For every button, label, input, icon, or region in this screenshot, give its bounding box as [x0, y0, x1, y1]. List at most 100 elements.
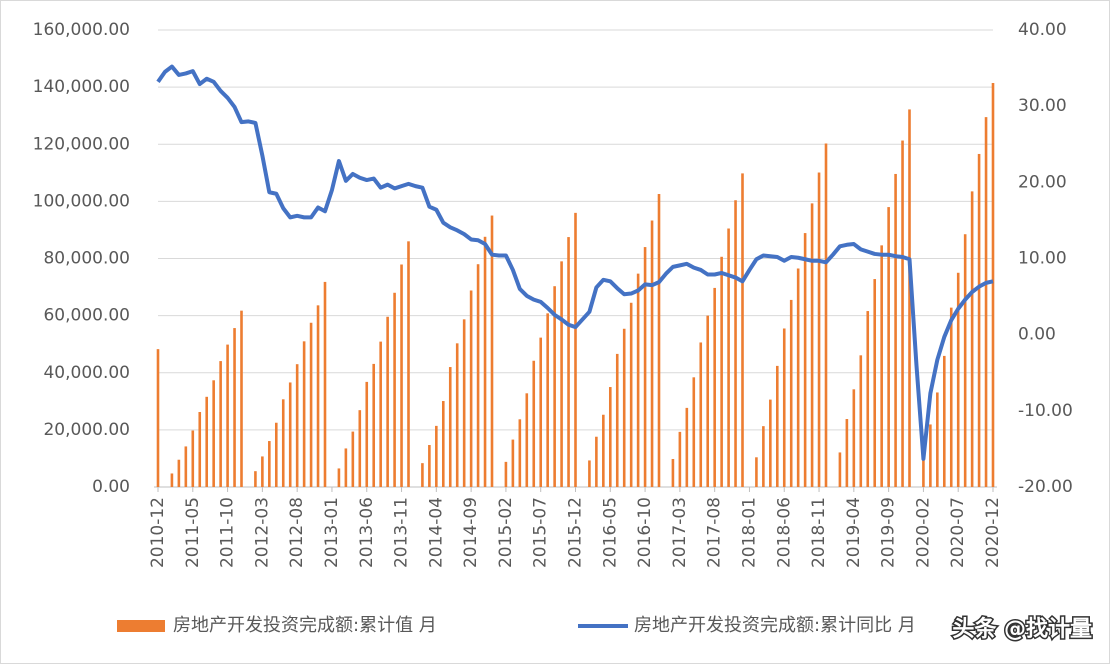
- x-tick-label: 2020-02: [913, 497, 933, 568]
- x-tick-label: 2013-01: [322, 497, 342, 568]
- bar: [435, 425, 438, 487]
- bar: [588, 460, 591, 487]
- y-tick-label: 140,000.00: [33, 77, 130, 97]
- bar: [845, 419, 849, 487]
- bar: [713, 287, 716, 487]
- bar: [441, 401, 445, 487]
- bar: [372, 363, 376, 487]
- x-tick-label: 2011-05: [183, 497, 203, 568]
- bar: [518, 419, 522, 487]
- bar: [894, 173, 897, 487]
- bar: [177, 459, 181, 487]
- bar: [233, 328, 236, 487]
- bar: [351, 431, 355, 487]
- bar: [602, 414, 605, 487]
- bar: [775, 365, 779, 487]
- y-tick-label: 80,000.00: [43, 249, 130, 269]
- bar: [421, 463, 424, 487]
- bar: [490, 215, 494, 488]
- bar: [344, 448, 348, 487]
- bar: [469, 290, 473, 487]
- bar: [817, 172, 821, 488]
- bar: [824, 143, 828, 487]
- y2-tick-label: 20.00: [1018, 172, 1067, 192]
- bar: [560, 261, 563, 487]
- bar: [511, 439, 515, 487]
- bar: [984, 117, 988, 487]
- bar: [261, 456, 264, 487]
- bar: [859, 355, 863, 487]
- bar: [393, 292, 396, 487]
- bar: [956, 272, 960, 487]
- bar: [636, 273, 640, 487]
- bar: [309, 322, 313, 487]
- bar: [852, 389, 856, 487]
- x-tick-label: 2014-04: [426, 497, 446, 568]
- bar: [448, 367, 452, 487]
- bar: [219, 361, 222, 487]
- x-tick-label: 2020-07: [948, 497, 968, 568]
- bar: [706, 315, 710, 487]
- bar: [963, 234, 967, 487]
- x-tick-label: 2018-06: [774, 497, 794, 568]
- bar: [483, 236, 487, 487]
- bar: [887, 207, 890, 487]
- y2-tick-label: 0.00: [1018, 325, 1056, 345]
- bar: [539, 337, 543, 487]
- x-tick-label: 2012-08: [287, 497, 307, 568]
- x-tick-label: 2020-12: [983, 497, 1003, 568]
- x-tick-label: 2018-01: [739, 497, 759, 568]
- bar: [803, 233, 807, 487]
- bar: [407, 241, 410, 487]
- bar: [323, 281, 327, 487]
- bar: [685, 407, 689, 487]
- bar: [546, 313, 549, 487]
- bar: [942, 355, 946, 487]
- bar: [386, 316, 389, 487]
- bar: [782, 328, 786, 487]
- bar: [901, 140, 904, 488]
- bar: [254, 471, 257, 487]
- x-tick-label: 2015-07: [531, 497, 551, 568]
- legend-swatch: [117, 620, 165, 632]
- bar: [657, 194, 661, 487]
- bar: [240, 310, 243, 487]
- bar: [525, 393, 529, 487]
- bar: [170, 473, 174, 487]
- bar: [873, 279, 877, 487]
- bar: [379, 341, 382, 487]
- bar: [838, 452, 842, 487]
- bar: [762, 426, 765, 487]
- bar: [462, 319, 466, 487]
- bar: [212, 380, 215, 487]
- bar: [692, 377, 696, 487]
- x-tick-label: 2013-11: [392, 497, 412, 568]
- x-tick-label: 2010-12: [148, 497, 168, 568]
- bar: [622, 328, 626, 487]
- bar: [769, 399, 772, 487]
- bar: [532, 360, 536, 487]
- bar: [553, 286, 556, 487]
- x-tick-label: 2016-10: [635, 497, 655, 568]
- bar: [741, 173, 744, 488]
- y-tick-label: 120,000.00: [33, 134, 130, 154]
- x-tick-label: 2013-06: [357, 497, 377, 568]
- bar: [268, 441, 271, 487]
- legend-label: 房地产开发投资完成额:累计值 月: [173, 615, 437, 636]
- bar: [428, 445, 431, 487]
- bar: [699, 342, 703, 487]
- bar: [316, 305, 320, 487]
- bar: [191, 430, 195, 487]
- line-series: [156, 64, 994, 461]
- bar: [970, 191, 974, 488]
- x-tick-label: 2017-03: [670, 497, 690, 568]
- bar: [929, 424, 932, 487]
- bar: [755, 457, 758, 487]
- bar: [650, 220, 654, 487]
- bar: [671, 459, 675, 487]
- y-tick-label: 60,000.00: [43, 306, 130, 326]
- watermark: 头条 @找计量: [952, 616, 1092, 642]
- bar: [400, 264, 403, 487]
- bar: [358, 410, 362, 487]
